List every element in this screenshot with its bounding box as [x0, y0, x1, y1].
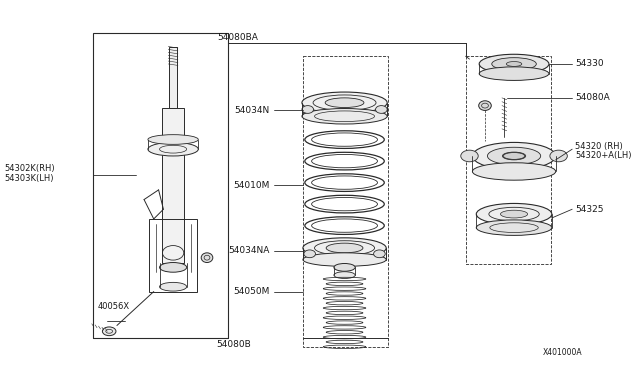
Text: 54080B: 54080B — [216, 340, 250, 349]
Ellipse shape — [102, 327, 116, 336]
Ellipse shape — [461, 150, 478, 162]
Bar — [149, 219, 197, 292]
Text: 54080BA: 54080BA — [218, 33, 259, 42]
Text: 54034NA: 54034NA — [228, 246, 270, 256]
Bar — [466, 56, 551, 264]
Text: 40056X: 40056X — [97, 302, 130, 311]
Ellipse shape — [302, 92, 387, 113]
Ellipse shape — [303, 253, 386, 266]
Text: X401000A: X401000A — [543, 348, 583, 357]
Ellipse shape — [325, 98, 364, 108]
Text: 54330: 54330 — [575, 60, 604, 68]
Ellipse shape — [479, 101, 492, 110]
Ellipse shape — [201, 253, 213, 263]
Bar — [169, 46, 177, 108]
Text: 54303K(LH): 54303K(LH) — [4, 174, 54, 183]
Text: 54010M: 54010M — [234, 180, 270, 189]
Ellipse shape — [374, 250, 385, 258]
Ellipse shape — [550, 150, 567, 162]
Ellipse shape — [159, 282, 187, 291]
Bar — [93, 33, 228, 338]
Text: 54325: 54325 — [575, 205, 604, 214]
Ellipse shape — [303, 238, 386, 258]
Ellipse shape — [476, 203, 552, 225]
Text: 54080A: 54080A — [575, 93, 610, 102]
Text: 54050M: 54050M — [234, 287, 270, 296]
Bar — [163, 108, 184, 263]
Ellipse shape — [326, 243, 363, 253]
Ellipse shape — [506, 61, 522, 66]
Ellipse shape — [302, 109, 387, 124]
Text: 54320 (RH): 54320 (RH) — [575, 142, 623, 151]
Ellipse shape — [476, 220, 552, 235]
Ellipse shape — [334, 263, 355, 271]
Ellipse shape — [500, 210, 527, 218]
Ellipse shape — [492, 58, 536, 70]
Ellipse shape — [302, 106, 314, 113]
Ellipse shape — [479, 67, 549, 80]
Ellipse shape — [376, 106, 387, 113]
Ellipse shape — [472, 163, 556, 180]
Ellipse shape — [148, 135, 198, 144]
Text: 54320+A(LH): 54320+A(LH) — [575, 151, 632, 160]
Ellipse shape — [472, 142, 556, 170]
Text: 54034N: 54034N — [235, 106, 270, 115]
Ellipse shape — [159, 263, 187, 272]
Ellipse shape — [148, 142, 198, 156]
Bar — [303, 56, 388, 347]
Ellipse shape — [304, 250, 316, 258]
Ellipse shape — [479, 54, 549, 74]
Ellipse shape — [334, 272, 355, 279]
Ellipse shape — [502, 152, 525, 160]
Text: 54302K(RH): 54302K(RH) — [4, 164, 55, 173]
Ellipse shape — [488, 147, 541, 165]
